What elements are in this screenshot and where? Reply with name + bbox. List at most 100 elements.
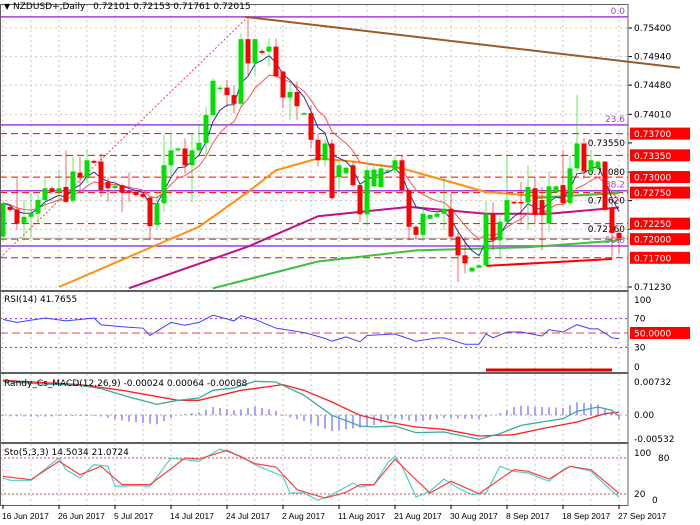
rsi-axis-label: 100 xyxy=(634,296,651,306)
price-level-tag xyxy=(630,186,690,199)
candle xyxy=(84,149,90,184)
candle-body xyxy=(210,80,216,115)
candle xyxy=(14,178,20,230)
candle-body xyxy=(448,208,454,237)
price-level-tag-label: 0.72250 xyxy=(634,220,671,230)
candle-body xyxy=(553,186,559,193)
candle-body xyxy=(203,114,209,143)
stochastic-axis-label: 20 xyxy=(634,490,646,500)
trendline xyxy=(245,15,681,69)
candle xyxy=(441,178,447,230)
candle-body xyxy=(329,143,335,199)
candle-body xyxy=(273,46,279,77)
candle xyxy=(210,78,216,117)
date-axis-label: 26 Jun 2017 xyxy=(58,511,105,521)
candle-body xyxy=(182,148,188,166)
candle-body xyxy=(112,185,118,189)
candle-body xyxy=(42,188,48,201)
candle-body xyxy=(539,200,545,215)
candle-body xyxy=(343,167,349,174)
candle xyxy=(315,133,321,167)
chart-header: ▼ NZDUSD+,Daily 0.72101 0.72153 0.71761 … xyxy=(4,2,251,12)
candle-body xyxy=(315,139,321,161)
candle-body xyxy=(462,255,468,264)
candle xyxy=(525,165,531,230)
candle xyxy=(602,161,608,212)
candle xyxy=(553,185,559,194)
candle-body xyxy=(238,39,244,104)
candle xyxy=(371,166,377,188)
price-level-tag-label: 0.73350 xyxy=(634,152,671,162)
rsi-line xyxy=(2,314,620,345)
candle-body xyxy=(406,190,412,227)
candle-body xyxy=(266,46,272,52)
candle xyxy=(168,134,174,179)
candle xyxy=(42,178,48,210)
candle-body xyxy=(301,113,307,115)
candle-body xyxy=(392,160,398,171)
candle-body xyxy=(280,71,286,98)
candle xyxy=(252,38,258,76)
candle-body xyxy=(378,168,384,188)
candle-body xyxy=(196,142,202,151)
candle-body xyxy=(28,213,34,217)
candle-body xyxy=(427,214,433,219)
candle xyxy=(595,160,601,170)
candle xyxy=(21,200,27,241)
date-axis-label: 18 Sep 2017 xyxy=(562,511,610,521)
candle-body xyxy=(511,201,517,204)
date-axis-label: 8 Sep 2017 xyxy=(506,511,550,521)
price-level-tag xyxy=(630,127,690,140)
candle-body xyxy=(560,185,566,204)
candle-body xyxy=(609,208,615,233)
candle-body xyxy=(21,216,27,224)
candle-body xyxy=(399,160,405,191)
candle-body xyxy=(420,213,426,235)
fibonacci-level-label: 23.6 xyxy=(605,115,625,125)
moving-average-line xyxy=(128,205,620,290)
candle-body xyxy=(518,201,524,204)
triangle-down-icon[interactable]: ▼ xyxy=(4,2,11,11)
price-level-tag xyxy=(630,251,690,264)
candle-body xyxy=(546,186,552,224)
candle xyxy=(336,160,342,192)
candle xyxy=(266,38,272,67)
rsi-level-tag-label: 50.0000 xyxy=(634,330,671,340)
macd-main-line xyxy=(2,380,620,440)
candle xyxy=(28,192,34,237)
candle-body xyxy=(441,208,447,214)
candle-body xyxy=(189,150,195,166)
price-axis-label: 0.75400 xyxy=(634,24,671,34)
date-axis-label: 24 Jul 2017 xyxy=(226,511,270,521)
panel-border xyxy=(0,291,629,373)
price-level-tag-label: 0.72750 xyxy=(634,189,671,199)
candle xyxy=(91,159,97,165)
price-level-tag xyxy=(630,149,690,162)
date-axis-label: 2 Aug 2017 xyxy=(282,511,325,521)
candle-body xyxy=(567,168,573,204)
stochastic-title: Sto(5,3,3) 14.5034 21.0724 xyxy=(4,448,129,458)
date-axis-label: 27 Sep 2017 xyxy=(618,511,666,521)
stochastic-axis-label: 0 xyxy=(652,496,658,506)
candle-body xyxy=(147,197,153,227)
rsi-axis-label: 70 xyxy=(634,315,646,325)
ohlc-readout: 0.72101 0.72153 0.71761 0.72015 xyxy=(93,2,251,12)
candle xyxy=(483,201,489,267)
candle xyxy=(70,156,76,204)
candle-body xyxy=(574,143,580,169)
candle xyxy=(560,150,566,206)
rsi-level-tag xyxy=(630,327,690,339)
candle xyxy=(301,111,307,115)
price-level-tag-label: 0.71700 xyxy=(634,254,671,264)
candle-body xyxy=(308,113,314,140)
price-axis-label: 0.74940 xyxy=(634,53,671,63)
candle-body xyxy=(56,188,62,192)
candle-body xyxy=(616,232,622,239)
candle xyxy=(133,190,139,197)
candle xyxy=(308,105,314,149)
candle xyxy=(329,139,335,201)
candle-body xyxy=(588,160,594,172)
candle xyxy=(294,81,300,120)
date-axis-label: 16 Jun 2017 xyxy=(2,511,49,521)
